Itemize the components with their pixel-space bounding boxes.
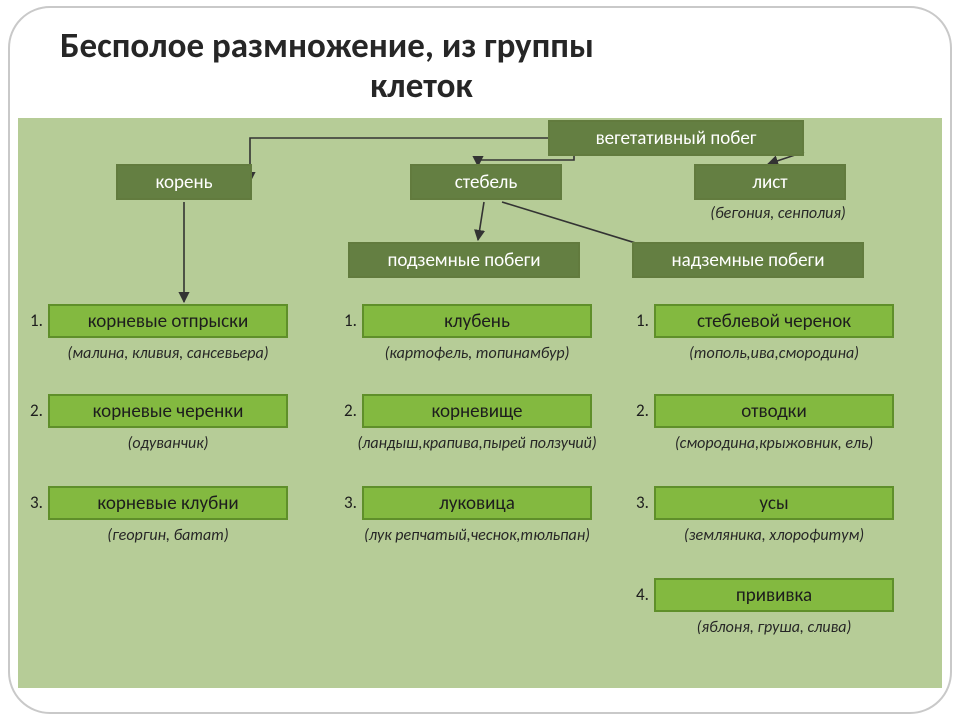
item-caption: (малина, кливия, сансевьера) [38, 344, 298, 363]
item-number: 2. [30, 400, 43, 421]
item-number: 1. [636, 310, 649, 331]
node-root-child-stebel: стебель [410, 164, 562, 200]
item-number: 2. [636, 400, 649, 421]
diagram-canvas: вегетативный побег корень стебель лист (… [18, 118, 942, 688]
item-number: 3. [30, 492, 43, 513]
item-caption: (яблоня, груша, слива) [644, 618, 904, 637]
col-nadzemnye-item: стеблевой черенок [654, 304, 894, 338]
item-number: 4. [636, 584, 649, 605]
item-caption: (земляника, хлорофитум) [644, 526, 904, 545]
item-caption: (ландыш,крапива,пырей ползучий) [352, 434, 602, 453]
col-nadzemnye-item: отводки [654, 394, 894, 428]
item-caption: (георгин, батат) [38, 526, 298, 545]
item-number: 1. [30, 310, 43, 331]
node-nadzemnye: надземные побеги [632, 242, 864, 278]
node-root: вегетативный побег [548, 120, 804, 156]
col-nadzemnye-item: усы [654, 486, 894, 520]
caption-list: (бегония, сенполия) [678, 204, 878, 223]
col-koren-item: корневые отпрыски [48, 304, 288, 338]
item-number: 1. [344, 310, 357, 331]
node-podzemnye: подземные побеги [348, 242, 580, 278]
col-podzemnye-item: клубень [362, 304, 592, 338]
col-koren-item: корневые черенки [48, 394, 288, 428]
item-caption: (смородина,крыжовник, ель) [644, 434, 904, 453]
item-number: 3. [344, 492, 357, 513]
title-line1: Бесполое размножение, из группы [60, 25, 594, 67]
title-line2: клеток [60, 65, 473, 107]
slide-title: Бесполое размножение, из группы клеток [60, 26, 900, 107]
item-number: 3. [636, 492, 649, 513]
item-caption: (лук репчатый,чеснок,тюльпан) [352, 526, 602, 545]
col-podzemnye-item: луковица [362, 486, 592, 520]
item-caption: (тополь,ива,смородина) [644, 344, 904, 363]
item-number: 2. [344, 400, 357, 421]
col-podzemnye-item: корневище [362, 394, 592, 428]
col-koren-item: корневые клубни [48, 486, 288, 520]
item-caption: (картофель, топинамбур) [352, 344, 602, 363]
node-root-child-list: лист [694, 164, 846, 200]
col-nadzemnye-item: прививка [654, 578, 894, 612]
item-caption: (одуванчик) [38, 434, 298, 453]
node-root-child-koren: корень [116, 164, 252, 200]
